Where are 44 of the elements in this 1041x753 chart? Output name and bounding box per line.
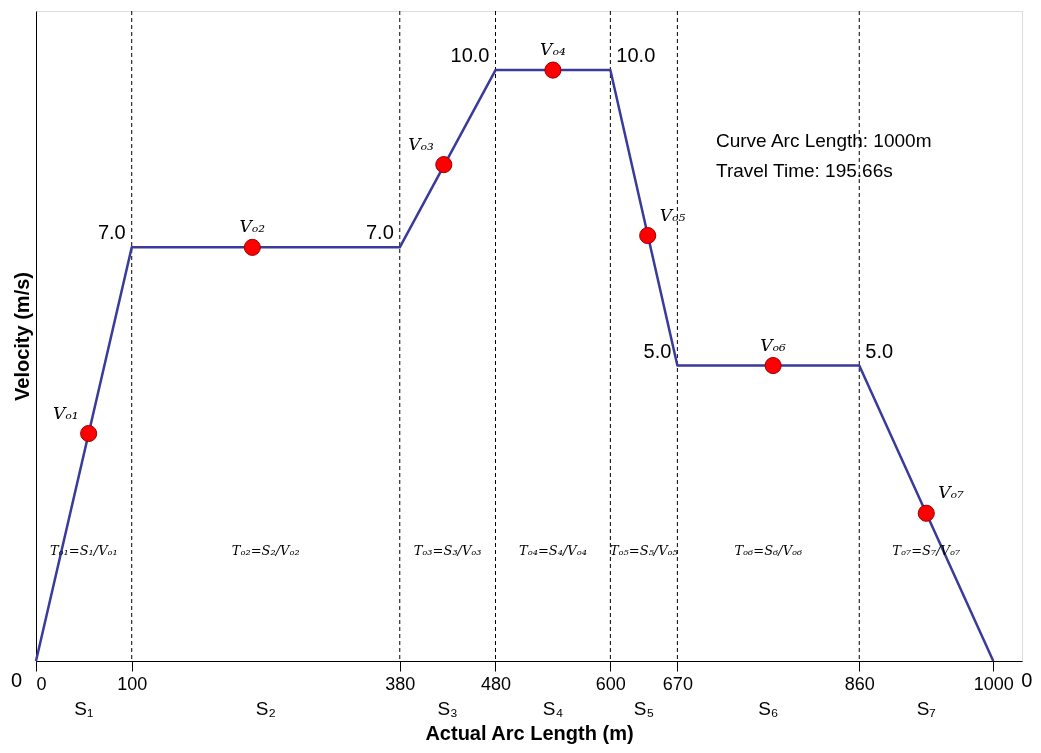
x-axis-title: Actual Arc Length (m) bbox=[425, 721, 634, 744]
data-label: 10.0 bbox=[450, 44, 490, 67]
point bbox=[80, 424, 98, 443]
annotation: Vₒ₇ bbox=[938, 482, 965, 503]
annotation: Tₒ₆=S₆/Vₒ₆ bbox=[734, 543, 803, 558]
text: S₇ bbox=[916, 698, 936, 719]
point bbox=[435, 156, 453, 174]
text: S₄ bbox=[542, 698, 564, 719]
annotation: Tₒ₅=S₅/Vₒ₅ bbox=[609, 543, 679, 558]
point bbox=[639, 227, 657, 245]
annotation: Vₒ₂ bbox=[239, 216, 266, 237]
data-label: 5.0 bbox=[865, 339, 894, 362]
x-tick-label: 670 bbox=[662, 673, 693, 694]
data-label: 10.0 bbox=[616, 44, 656, 67]
x-tick-label: 860 bbox=[844, 673, 875, 694]
point bbox=[243, 238, 261, 256]
x-tick-label: 600 bbox=[595, 673, 626, 694]
point bbox=[544, 61, 562, 79]
text: S₅ bbox=[633, 698, 655, 719]
x-tick-label: 100 bbox=[117, 673, 148, 694]
annotation: Vₒ₅ bbox=[659, 204, 686, 225]
annotation: Curve Arc Length: 1000m bbox=[716, 130, 932, 151]
text: S₂ bbox=[255, 698, 276, 719]
x-tick-label: 0 bbox=[36, 673, 47, 694]
annotation: Vₒ₄ bbox=[540, 39, 566, 60]
text: S₆ bbox=[758, 698, 779, 719]
annotation: Vₒ₆ bbox=[760, 334, 787, 355]
point bbox=[764, 357, 782, 375]
y-axis-title: Velocity (m/s) bbox=[10, 272, 33, 401]
annotation: Vₒ₁ bbox=[52, 402, 79, 423]
x-tick-label: 1000 bbox=[973, 673, 1014, 694]
annotation: Tₒ₃=S₃/Vₒ₃ bbox=[413, 543, 482, 558]
text: S₃ bbox=[437, 698, 458, 719]
text: S₁ bbox=[74, 698, 94, 719]
annotation: Travel Time: 195.66s bbox=[716, 160, 893, 181]
annotation: Tₒ₄=S₄/Vₒ₄ bbox=[518, 543, 587, 558]
x-tick-label: 480 bbox=[480, 673, 512, 694]
data-label: 7.0 bbox=[97, 221, 126, 244]
annotation: Vₒ₃ bbox=[408, 133, 434, 154]
annotation: Tₒ₂=S₂/Vₒ₂ bbox=[231, 543, 300, 558]
point bbox=[917, 504, 935, 522]
data-label: 5.0 bbox=[643, 339, 672, 362]
data-label: 7.0 bbox=[365, 221, 394, 244]
x-tick-label: 380 bbox=[385, 673, 416, 694]
